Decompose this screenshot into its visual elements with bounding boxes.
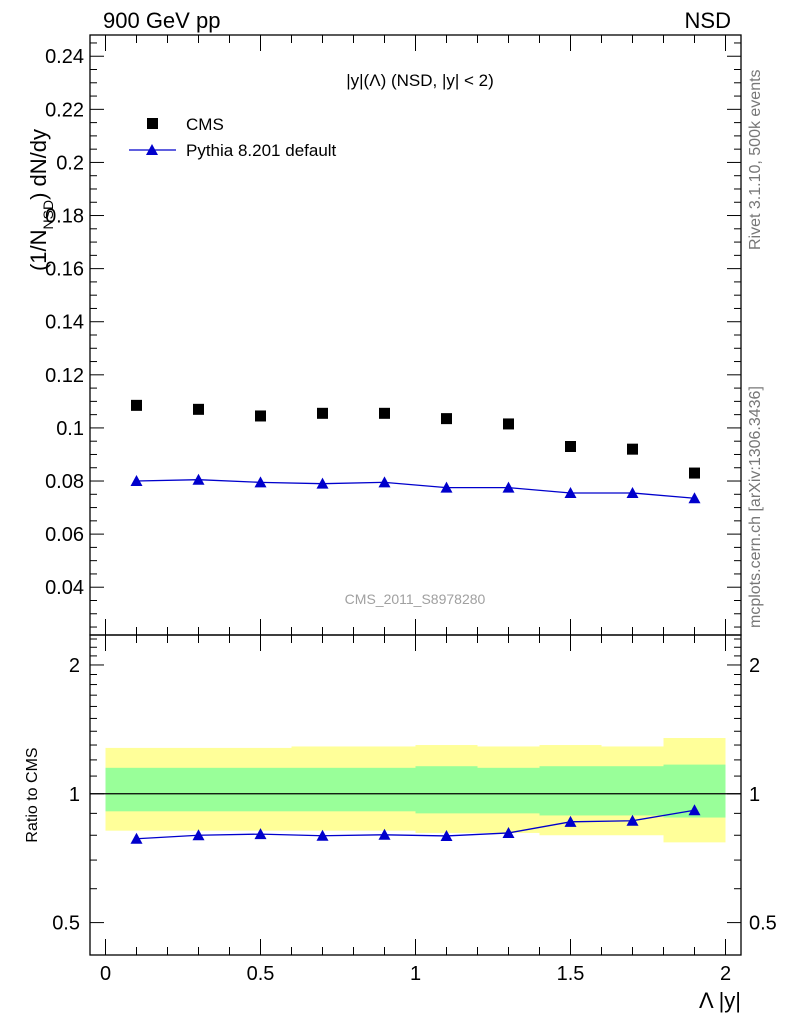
svg-text:(1/NNSD) dN/dy: (1/NNSD) dN/dy	[26, 129, 56, 271]
y-tick-label: 0.04	[45, 577, 84, 599]
ratio-pythia-point	[130, 832, 143, 844]
y-tick-label: 0.22	[45, 99, 84, 121]
pythia-point	[378, 476, 391, 488]
y-tick-label: 0.06	[45, 524, 84, 546]
watermark-label: CMS_2011_S8978280	[345, 591, 486, 607]
y-tick-label: 0.12	[45, 365, 84, 387]
cms-point	[441, 413, 452, 425]
pythia-point	[688, 492, 701, 504]
y-tick-label: 0.08	[45, 471, 84, 493]
uncertainty-band-green	[167, 767, 230, 812]
legend-cms-label: CMS	[186, 115, 224, 134]
cms-point	[689, 467, 700, 479]
plot-title: |y|(Λ) (NSD, |y| < 2)	[346, 71, 494, 90]
uncertainty-band-green	[229, 767, 292, 812]
legend-pythia-label: Pythia 8.201 default	[186, 141, 337, 160]
pythia-line	[136, 479, 695, 499]
cms-point	[379, 407, 390, 419]
pythia-point	[564, 486, 577, 498]
ratio-y-tick-label-right: 1	[749, 784, 760, 806]
uncertainty-band-green	[477, 767, 540, 814]
ratio-pythia-point	[192, 829, 205, 841]
uncertainty-band-green	[601, 766, 664, 816]
pythia-point	[626, 486, 639, 498]
pythia-point	[254, 476, 267, 488]
y-tick-label: 0.18	[45, 206, 84, 228]
ratio-panel: 0.5 0.5 1 1 2 2 0 0.5 1 1.5 2 Ratio to CMS Λ |y|	[24, 634, 777, 1013]
y-tick-label: 0.1	[56, 418, 84, 440]
cms-point	[317, 407, 328, 419]
cms-point	[565, 441, 576, 453]
header-left-label: 900 GeV pp	[103, 8, 220, 33]
ratio-pythia-point	[626, 814, 639, 826]
ratio-pythia-point	[502, 826, 515, 838]
x-axis-label: Λ |y|	[699, 988, 741, 1013]
legend: CMS Pythia 8.201 default	[129, 115, 337, 160]
uncertainty-band-green	[539, 766, 602, 816]
y-tick-label: 0.16	[45, 259, 84, 281]
ratio-pythia-point	[440, 829, 453, 841]
pythia-point	[316, 477, 329, 489]
mcplots-source-label: mcplots.cern.ch [arXiv:1306.3436]	[747, 386, 764, 628]
uncertainty-band-green	[105, 767, 168, 812]
cms-point	[131, 399, 142, 411]
ratio-pythia-line	[136, 809, 695, 840]
legend-pythia-marker	[146, 144, 158, 155]
legend-cms-marker	[147, 118, 158, 129]
uncertainty-band-green	[415, 766, 478, 814]
y-axis-label: (1/NNSD) dN/dy	[26, 129, 56, 271]
x-tick-label: 1.5	[557, 963, 585, 985]
ratio-plot-frame	[89, 634, 742, 956]
rivet-version-label: Rivet 3.1.10, 500k events	[747, 69, 764, 250]
pythia-point	[130, 475, 143, 487]
uncertainty-band-green	[353, 767, 416, 812]
pythia-point	[502, 481, 515, 493]
ratio-y-tick-label-right: 0.5	[749, 913, 777, 935]
ratio-pythia-point	[688, 804, 701, 816]
pythia-point	[440, 481, 453, 493]
ratio-y-axis-label: Ratio to CMS	[24, 747, 41, 842]
ratio-pythia-point	[378, 828, 391, 840]
x-tick-label: 1	[410, 963, 421, 985]
uncertainty-band-green	[291, 767, 354, 812]
ratio-pythia-point	[316, 829, 329, 841]
x-tick-label: 2	[720, 963, 731, 985]
pythia-point	[192, 473, 205, 485]
cms-point	[255, 410, 266, 422]
cms-point	[627, 443, 638, 455]
ratio-y-tick-label: 0.5	[52, 913, 80, 935]
y-tick-label: 0.14	[45, 312, 84, 334]
header-right-label: NSD	[685, 8, 731, 33]
y-tick-label: 0.2	[56, 152, 84, 174]
ratio-y-tick-label: 2	[69, 655, 80, 677]
cms-point	[503, 418, 514, 430]
x-tick-label: 0	[100, 963, 111, 985]
ratio-y-tick-label-right: 2	[749, 655, 760, 677]
x-tick-label: 0.5	[247, 963, 275, 985]
cms-point	[193, 403, 204, 415]
ratio-pythia-point	[254, 828, 267, 840]
y-tick-label: 0.24	[45, 46, 84, 68]
ratio-y-tick-label: 1	[69, 784, 80, 806]
ratio-pythia-point	[564, 815, 577, 827]
main-panel: 0.04 0.06 0.08 0.1 0.12 0.14 0.16 0.18 0.2 0.22 0.…	[26, 34, 742, 636]
